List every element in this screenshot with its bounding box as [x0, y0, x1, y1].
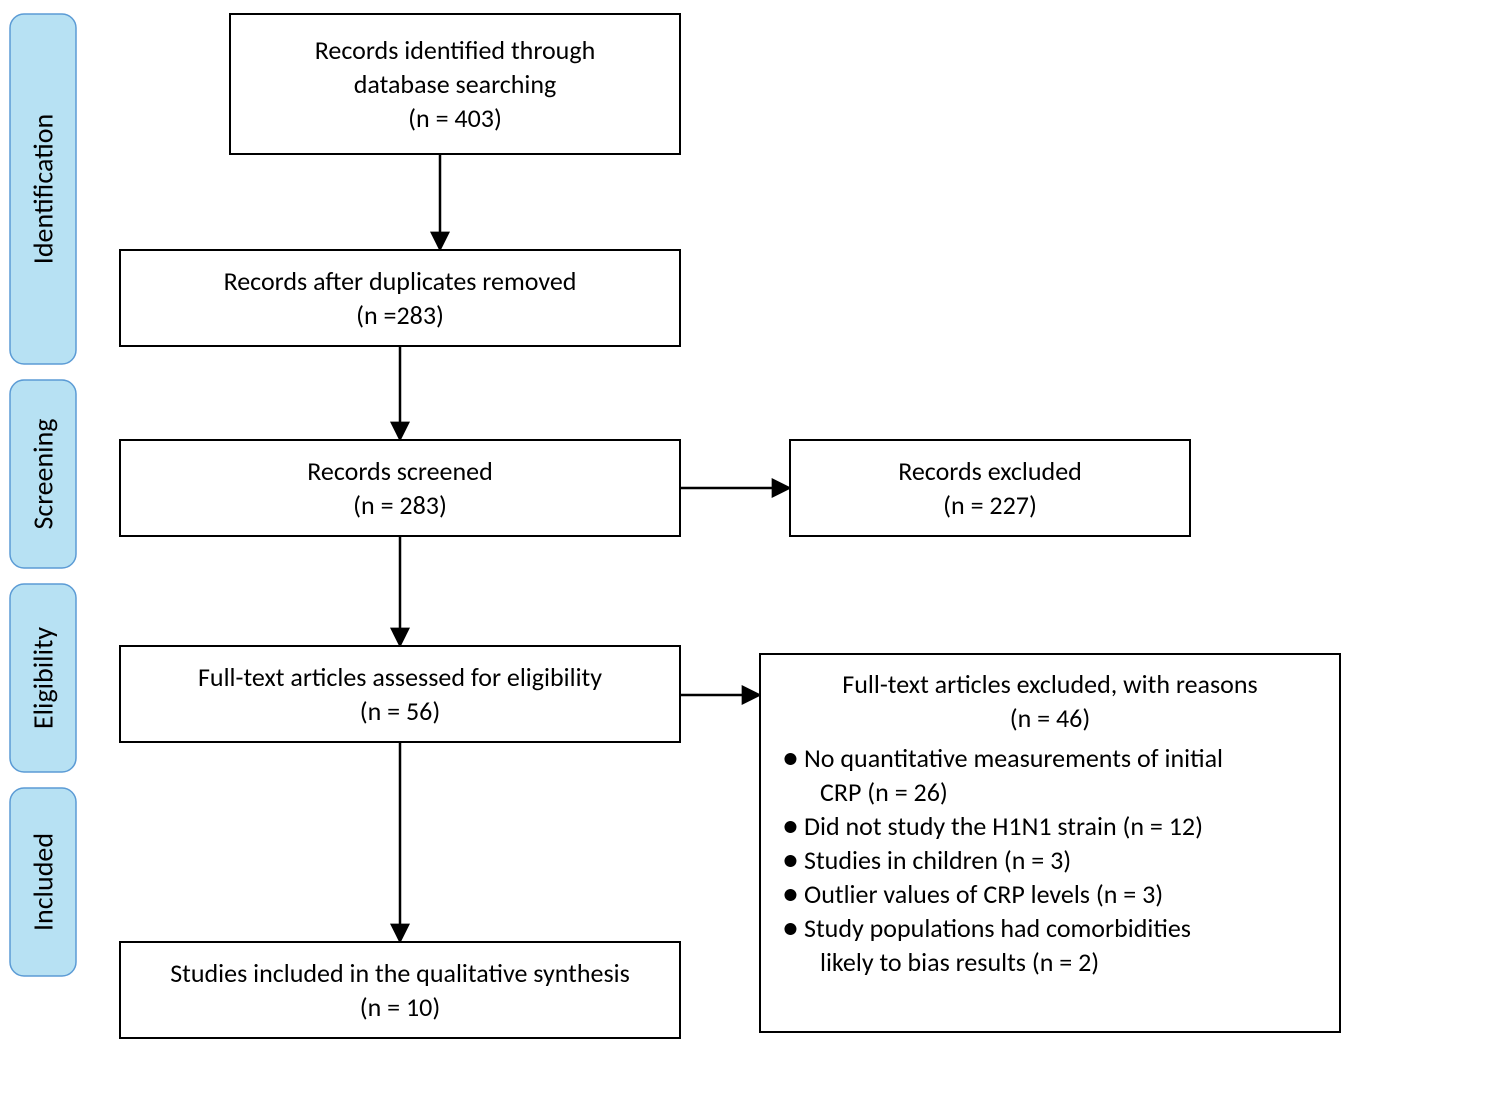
prisma-flowchart: Identification Screening Eligibility Includ… [0, 0, 1500, 1102]
box-dedup: Records after duplicates removed(n =283) [120, 250, 680, 346]
box-text: Records screened [307, 455, 493, 487]
box-text: (n =283) [356, 299, 444, 331]
box-text: Records after duplicates removed [224, 265, 577, 297]
bullet-text: Did not study the H1N1 strain (n = 12) [804, 810, 1203, 842]
bullet-marker: • [782, 738, 799, 779]
box-screened: Records screened(n = 283) [120, 440, 680, 536]
box-excluded_screen: Records excluded(n = 227) [790, 440, 1190, 536]
box-header: Full-text articles excluded, with reason… [842, 668, 1257, 700]
phase-included: Included [10, 788, 76, 976]
flow-boxes: Records identified throughdatabase searc… [120, 14, 1340, 1038]
box-identified: Records identified throughdatabase searc… [230, 14, 680, 154]
bullet-text: Study populations had comorbidities [804, 912, 1191, 944]
box-text: database searching [354, 68, 557, 100]
box-text: (n = 56) [360, 695, 441, 727]
phase-label: Eligibility [26, 627, 61, 729]
bullet-text: likely to bias results (n = 2) [820, 946, 1099, 978]
box-eligibility: Full-text articles assessed for eligibil… [120, 646, 680, 742]
phase-label: Screening [26, 419, 61, 530]
box-text: Full-text articles assessed for eligibil… [198, 661, 602, 693]
phase-screening: Screening [10, 380, 76, 568]
bullet-text: Outlier values of CRP levels (n = 3) [804, 878, 1163, 910]
box-text: (n = 283) [353, 489, 447, 521]
phase-identification: Identification [10, 14, 76, 364]
phase-labels: Identification Screening Eligibility Includ… [10, 14, 76, 976]
phase-label: Identification [26, 114, 61, 264]
box-header: (n = 46) [1010, 702, 1091, 734]
bullet-text: Studies in children (n = 3) [804, 844, 1071, 876]
box-text: Records excluded [898, 455, 1082, 487]
box-text: Records identified through [315, 34, 596, 66]
box-included: Studies included in the qualitative synt… [120, 942, 680, 1038]
phase-label: Included [26, 833, 61, 931]
bullet-text: CRP (n = 26) [820, 776, 948, 808]
phase-eligibility: Eligibility [10, 584, 76, 772]
box-text: (n = 10) [360, 991, 441, 1023]
box-text: Studies included in the qualitative synt… [170, 957, 630, 989]
bullet-text: No quantitative measurements of initial [804, 742, 1223, 774]
box-text: (n = 403) [408, 102, 502, 134]
box-excluded_full: Full-text articles excluded, with reason… [760, 654, 1340, 1032]
box-text: (n = 227) [943, 489, 1037, 521]
bullet-marker: • [782, 908, 799, 949]
